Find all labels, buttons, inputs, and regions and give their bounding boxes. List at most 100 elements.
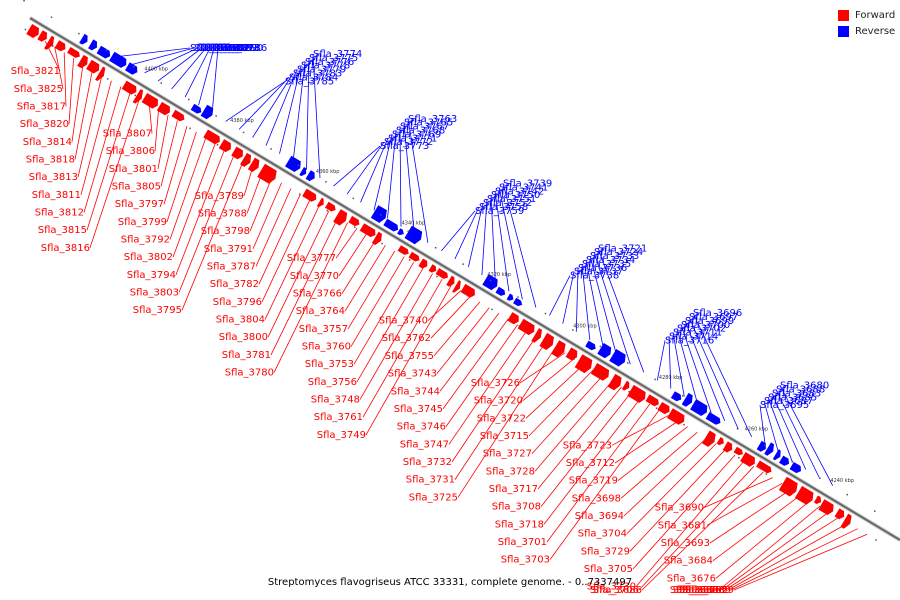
reverse-gene-label-leader bbox=[656, 340, 666, 381]
forward-gene-label: Sfla_3669 bbox=[682, 585, 731, 596]
forward-gene-glyph bbox=[621, 380, 630, 391]
backbone-dot bbox=[517, 296, 519, 298]
reverse-gene-label: Sfla_3751 bbox=[487, 194, 536, 205]
forward-gene-glyph bbox=[141, 93, 158, 109]
forward-gene-label-leader bbox=[154, 109, 159, 152]
reverse-gene-label-leader bbox=[306, 57, 310, 170]
kbp-label: 4320 kbp bbox=[487, 272, 511, 278]
backbone-dot bbox=[819, 477, 821, 479]
forward-gene-glyph bbox=[452, 280, 461, 293]
forward-gene-glyph bbox=[756, 460, 772, 474]
forward-gene-glyph bbox=[397, 245, 409, 255]
forward-gene-label: Sfla_3740 bbox=[379, 316, 428, 327]
reverse-gene-label-leader bbox=[292, 61, 306, 162]
reverse-gene-glyph bbox=[597, 343, 612, 359]
forward-gene-label: Sfla_3799 bbox=[118, 217, 167, 228]
reverse-gene-label-leader bbox=[759, 405, 766, 446]
backbone-dot bbox=[78, 32, 80, 35]
forward-gene-label-leader bbox=[632, 454, 736, 570]
forward-gene-label: Sfla_3821 bbox=[11, 66, 60, 77]
forward-gene-label: Sfla_3803 bbox=[130, 288, 179, 299]
forward-gene-label: Sfla_3719 bbox=[569, 476, 618, 487]
forward-gene-label-leader bbox=[626, 443, 717, 534]
reverse-gene-glyph bbox=[772, 449, 781, 461]
forward-gene-label: Sfla_3717 bbox=[489, 484, 538, 495]
forward-gene-label-leader bbox=[537, 386, 622, 490]
forward-gene-label: Sfla_3797 bbox=[115, 199, 164, 210]
forward-gene-label-leader bbox=[635, 460, 745, 587]
forward-gene-label-leader bbox=[445, 324, 519, 427]
reverse-gene-label: Sfla_3768 bbox=[396, 126, 445, 137]
reverse-gene-label: Sfla_3772 bbox=[384, 137, 433, 148]
forward-gene-label: Sfla_3728 bbox=[486, 466, 535, 477]
forward-gene-glyph bbox=[325, 201, 336, 212]
reverse-gene-label-leader bbox=[184, 47, 211, 98]
forward-gene-label: Sfla_3723 bbox=[563, 440, 612, 451]
forward-gene-label-leader bbox=[267, 211, 330, 338]
reverse-gene-label: Sfla_3778 bbox=[301, 61, 350, 72]
forward-gene-label-leader bbox=[549, 409, 660, 560]
forward-gene-label: Sfla_3698 bbox=[572, 493, 621, 504]
reverse-gene-label: Sfla_3786 bbox=[218, 43, 267, 54]
forward-gene-label-leader bbox=[74, 69, 93, 160]
reverse-gene-label: Sfla_3758 bbox=[479, 202, 528, 213]
reverse-gene-label: Sfla_3826 bbox=[206, 43, 255, 54]
reverse-gene-label: Sfla_3736 bbox=[578, 263, 627, 274]
backbone-dot bbox=[271, 177, 274, 179]
reverse-gene-label-leader bbox=[360, 138, 389, 203]
forward-gene-label: Sfla_3747 bbox=[400, 439, 449, 450]
forward-gene-label: Sfla_3806 bbox=[106, 146, 155, 157]
reverse-gene-label: Sfla_3763 bbox=[408, 114, 457, 125]
reverse-gene-label: Sfla_3759 bbox=[475, 206, 524, 217]
reverse-gene-label-leader bbox=[279, 65, 302, 154]
reverse-gene-label-leader bbox=[490, 195, 496, 284]
legend-reverse: Reverse bbox=[838, 24, 895, 39]
reverse-gene-label-leader bbox=[312, 53, 321, 179]
backbone-dot bbox=[216, 144, 219, 146]
backbone-dot bbox=[380, 214, 382, 216]
forward-gene-label-leader bbox=[620, 431, 698, 499]
forward-gene-glyph bbox=[67, 47, 80, 58]
reverse-gene-glyph bbox=[285, 155, 301, 172]
reverse-gene-label-leader bbox=[346, 141, 385, 195]
forward-gene-label-leader bbox=[724, 516, 840, 591]
reverse-gene-glyph bbox=[690, 399, 708, 416]
forward-gene-label-leader bbox=[68, 58, 74, 125]
forward-gene-label: Sfla_3743 bbox=[388, 369, 437, 380]
backbone-dot bbox=[160, 82, 162, 84]
reverse-gene-label-leader bbox=[171, 47, 207, 90]
forward-gene-label-leader bbox=[641, 471, 764, 591]
forward-gene-label-leader bbox=[243, 165, 254, 197]
kbp-label: 4380 kbp bbox=[230, 118, 254, 124]
forward-gene-label: Sfla_3757 bbox=[299, 324, 348, 335]
forward-gene-label-leader bbox=[160, 120, 178, 187]
reverse-gene-label: Sfla_3696 bbox=[693, 308, 742, 319]
backbone-dot bbox=[436, 275, 438, 278]
forward-gene-label: Sfla_3732 bbox=[403, 457, 452, 468]
reverse-gene-label: Sfla_3808 bbox=[202, 43, 251, 54]
forward-gene-label-leader bbox=[172, 143, 216, 258]
forward-gene-label: Sfla_3788 bbox=[198, 209, 247, 220]
forward-gene-glyph bbox=[733, 446, 743, 456]
reverse-gene-label-leader bbox=[498, 187, 523, 300]
backbone-dot bbox=[188, 98, 190, 101]
backbone-dot bbox=[352, 197, 355, 200]
forward-gene-label: Sfla_3690 bbox=[655, 503, 704, 514]
reverse-gene-label: Sfla_3737 bbox=[574, 267, 623, 278]
backbone-dot bbox=[462, 263, 464, 265]
forward-gene-glyph bbox=[240, 152, 252, 167]
forward-gene-label-leader bbox=[44, 41, 61, 72]
reverse-gene-label: Sfla_3724 bbox=[594, 247, 643, 258]
legend-forward: Forward bbox=[838, 8, 895, 23]
genome-caption: Streptomyces flavogriseus ATCC 33331, co… bbox=[267, 577, 633, 588]
reverse-gene-label-leader bbox=[771, 393, 807, 470]
reverse-gene-glyph bbox=[681, 392, 693, 407]
reverse-gene-label: Sfla_3721 bbox=[598, 243, 647, 254]
backbone-dot bbox=[434, 247, 437, 249]
reverse-gene-label: Sfla_3767 bbox=[400, 122, 449, 133]
reverse-gene-label-leader bbox=[403, 122, 415, 235]
backbone-dot bbox=[242, 131, 245, 134]
reverse-gene-label: Sfla_3790 bbox=[214, 43, 263, 54]
forward-gene-label: Sfla_3804 bbox=[216, 315, 265, 326]
reverse-gene-glyph bbox=[305, 170, 315, 182]
